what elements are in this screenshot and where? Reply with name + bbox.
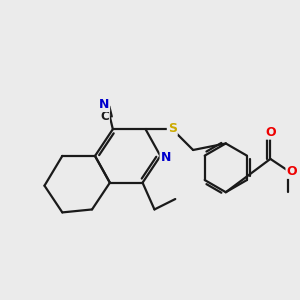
Text: C: C (100, 110, 109, 123)
Text: N: N (160, 151, 171, 164)
Text: N: N (99, 98, 109, 111)
Text: S: S (168, 122, 177, 135)
Text: O: O (286, 165, 297, 178)
Text: O: O (265, 126, 276, 139)
